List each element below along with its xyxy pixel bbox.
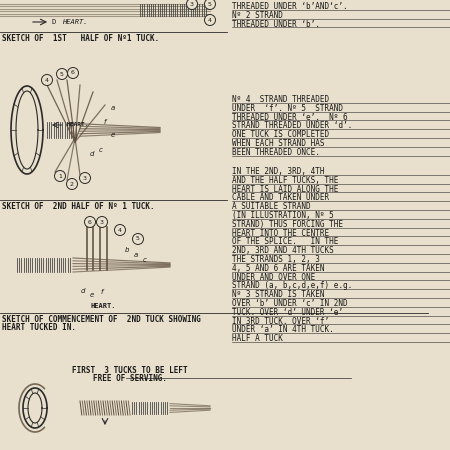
Text: UNDER AND OVER ONE: UNDER AND OVER ONE bbox=[232, 273, 315, 282]
Circle shape bbox=[54, 171, 66, 181]
Text: UNDER  ‘f’. Nº 5  STRAND: UNDER ‘f’. Nº 5 STRAND bbox=[232, 104, 343, 113]
Text: 1: 1 bbox=[58, 174, 62, 179]
Text: 3: 3 bbox=[190, 1, 194, 6]
Text: HEART.: HEART. bbox=[90, 303, 116, 309]
Text: STRAND THREADED UNDER ‘d’.: STRAND THREADED UNDER ‘d’. bbox=[232, 122, 352, 130]
Text: TUCK. OVER ‘d’ UNDER ‘e’: TUCK. OVER ‘d’ UNDER ‘e’ bbox=[232, 308, 343, 317]
Circle shape bbox=[80, 172, 90, 184]
Text: c: c bbox=[143, 257, 147, 263]
Circle shape bbox=[68, 68, 78, 78]
Text: OVER ‘b’ UNDER ‘c’ IN 2ND: OVER ‘b’ UNDER ‘c’ IN 2ND bbox=[232, 299, 347, 308]
Text: 4: 4 bbox=[208, 18, 212, 22]
Text: IN THE 2ND, 3RD, 4TH: IN THE 2ND, 3RD, 4TH bbox=[232, 167, 324, 176]
Text: FREE OF SERVING.: FREE OF SERVING. bbox=[93, 374, 167, 383]
Circle shape bbox=[204, 14, 216, 26]
Text: a: a bbox=[134, 252, 138, 258]
Text: 6: 6 bbox=[88, 220, 92, 225]
Text: 3: 3 bbox=[100, 220, 104, 225]
Text: HEART IS LAID ALONG THE: HEART IS LAID ALONG THE bbox=[232, 184, 338, 194]
Text: e: e bbox=[111, 132, 115, 138]
Text: STRAND (a, b,c,d,e,f) e.g.: STRAND (a, b,c,d,e,f) e.g. bbox=[232, 281, 352, 290]
Text: SKETCH OF COMMENCEMENT OF  2ND TUCK SHOWING: SKETCH OF COMMENCEMENT OF 2ND TUCK SHOWI… bbox=[2, 315, 201, 324]
Circle shape bbox=[41, 75, 53, 86]
Text: e: e bbox=[90, 292, 94, 298]
Text: d: d bbox=[81, 288, 85, 294]
Text: UNDER ‘a’ IN 4TH TUCK.: UNDER ‘a’ IN 4TH TUCK. bbox=[232, 325, 334, 334]
Circle shape bbox=[96, 216, 108, 228]
Text: a: a bbox=[111, 105, 115, 111]
Text: HEART.: HEART. bbox=[67, 122, 90, 127]
Text: THREADED UNDER ‘b’.: THREADED UNDER ‘b’. bbox=[232, 20, 320, 29]
Text: OF THE SPLICE.   IN THE: OF THE SPLICE. IN THE bbox=[232, 238, 338, 247]
Text: 3: 3 bbox=[83, 176, 87, 180]
Text: Nº 2 STRAND: Nº 2 STRAND bbox=[232, 11, 283, 20]
Text: 4: 4 bbox=[45, 77, 49, 82]
Text: THREADED UNDER ‘e’.  Nº 6: THREADED UNDER ‘e’. Nº 6 bbox=[232, 112, 347, 122]
Text: IN 3RD TUCK. OVER ‘f’: IN 3RD TUCK. OVER ‘f’ bbox=[232, 317, 329, 326]
Text: AND THE HALF TUCKS, THE: AND THE HALF TUCKS, THE bbox=[232, 176, 338, 185]
Text: 5: 5 bbox=[208, 1, 212, 6]
Text: SKETCH OF  2ND HALF OF Nº 1 TUCK.: SKETCH OF 2ND HALF OF Nº 1 TUCK. bbox=[2, 202, 155, 211]
Text: 5: 5 bbox=[60, 72, 64, 76]
Text: SKETCH OF  1ST   HALF OF Nº1 TUCK.: SKETCH OF 1ST HALF OF Nº1 TUCK. bbox=[2, 34, 159, 43]
Text: b: b bbox=[125, 247, 129, 253]
Text: A SUITABLE STRAND: A SUITABLE STRAND bbox=[232, 202, 310, 211]
Text: WHEN EACH STRAND HAS: WHEN EACH STRAND HAS bbox=[232, 139, 324, 148]
Text: 2ND, 3RD AND 4TH TUCKS: 2ND, 3RD AND 4TH TUCKS bbox=[232, 246, 334, 255]
Circle shape bbox=[85, 216, 95, 228]
Circle shape bbox=[57, 68, 68, 80]
Text: HEART TUCKED IN.: HEART TUCKED IN. bbox=[2, 323, 76, 332]
Text: Nº 4  STRAND THREADED: Nº 4 STRAND THREADED bbox=[232, 95, 329, 104]
Circle shape bbox=[204, 0, 216, 9]
Text: D: D bbox=[52, 19, 56, 25]
Circle shape bbox=[132, 234, 144, 244]
Text: f: f bbox=[101, 289, 103, 295]
Text: THREADED UNDER ‘b’AND‘c’.: THREADED UNDER ‘b’AND‘c’. bbox=[232, 2, 347, 11]
Text: CABLE AND TAKEN UNDER: CABLE AND TAKEN UNDER bbox=[232, 194, 329, 202]
Text: FIRST  3 TUCKS TO BE LEFT: FIRST 3 TUCKS TO BE LEFT bbox=[72, 366, 188, 375]
Text: 4, 5 AND 6 ARE TAKEN: 4, 5 AND 6 ARE TAKEN bbox=[232, 264, 324, 273]
Text: HALF A TUCK: HALF A TUCK bbox=[232, 334, 283, 343]
Circle shape bbox=[67, 179, 77, 189]
Text: d: d bbox=[90, 151, 94, 157]
Circle shape bbox=[186, 0, 198, 9]
Text: Nº 3 STRAND IS TAKEN: Nº 3 STRAND IS TAKEN bbox=[232, 290, 324, 299]
Text: ONE TUCK IS COMPLETED: ONE TUCK IS COMPLETED bbox=[232, 130, 329, 139]
Text: c: c bbox=[99, 147, 103, 153]
Circle shape bbox=[114, 225, 126, 235]
Text: STRAND) THUS FORCING THE: STRAND) THUS FORCING THE bbox=[232, 220, 343, 229]
Text: BEEN THREADED ONCE.: BEEN THREADED ONCE. bbox=[232, 148, 320, 157]
Text: 2: 2 bbox=[70, 181, 74, 186]
Text: f: f bbox=[104, 119, 106, 125]
Text: 5: 5 bbox=[136, 237, 140, 242]
Text: THE STRANDS 1, 2, 3: THE STRANDS 1, 2, 3 bbox=[232, 255, 320, 264]
Text: (IN ILLUSTRATION, Nº 5: (IN ILLUSTRATION, Nº 5 bbox=[232, 211, 334, 220]
Text: 4: 4 bbox=[118, 228, 122, 233]
Text: HEART INTO THE CENTRE: HEART INTO THE CENTRE bbox=[232, 229, 329, 238]
Text: 6: 6 bbox=[71, 71, 75, 76]
Text: HEART.: HEART. bbox=[62, 19, 87, 25]
